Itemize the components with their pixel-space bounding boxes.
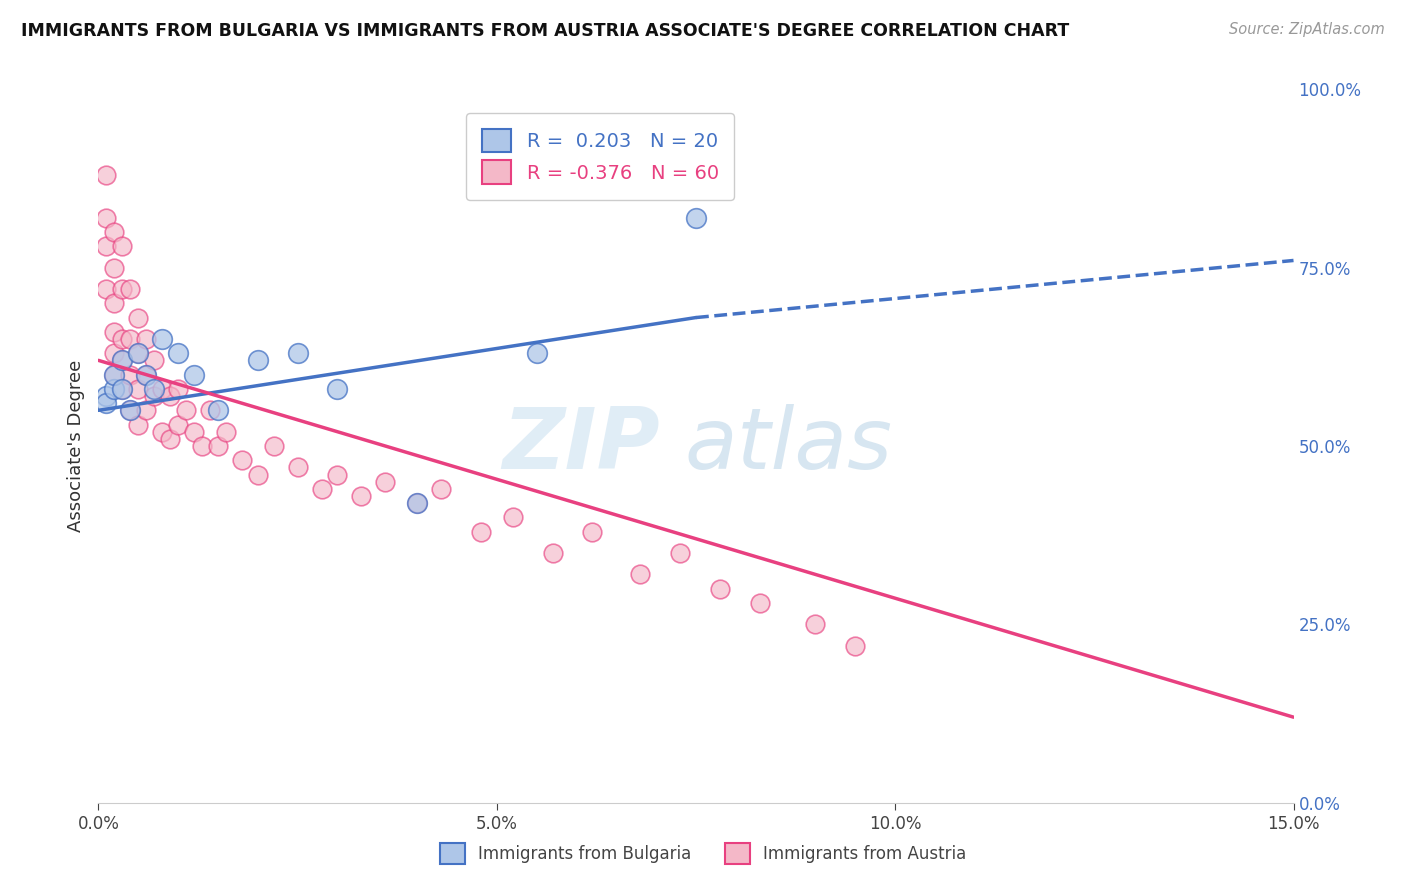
Point [207,403,229,417]
Point [127,346,149,360]
Point [103,382,125,396]
Point [143,389,166,403]
Point [111,282,134,296]
Point [96,211,118,225]
Point [263,439,285,453]
Point [120,282,142,296]
Point [470,524,492,539]
Text: atlas: atlas [685,404,891,488]
Point [103,346,125,360]
Point [246,353,269,368]
Point [159,389,181,403]
Point [111,353,134,368]
Point [844,639,866,653]
Point [96,168,118,182]
Point [430,482,453,496]
Point [127,382,149,396]
Point [96,389,118,403]
Point [150,382,173,396]
Point [159,432,181,446]
Point [167,346,190,360]
Point [96,396,118,410]
Point [183,425,205,439]
Point [174,403,197,417]
Point [287,346,309,360]
Point [374,475,396,489]
Point [669,546,692,560]
Point [111,353,134,368]
Point [135,332,157,346]
Point [120,332,142,346]
Point [96,282,118,296]
Point [326,382,349,396]
Point [111,382,134,396]
Point [406,496,429,510]
Point [167,382,190,396]
Point [135,368,157,382]
Point [150,425,173,439]
Point [685,211,707,225]
Point [127,417,149,432]
Point [804,617,827,632]
Point [103,260,125,275]
Point [127,346,149,360]
Point [541,546,564,560]
Point [406,496,429,510]
Point [120,368,142,382]
Point [143,353,166,368]
Point [150,332,173,346]
Point [183,368,205,382]
Point [111,382,134,396]
Point [326,467,349,482]
Point [526,346,548,360]
Point [628,567,651,582]
Point [191,439,214,453]
Point [231,453,253,467]
Point [96,239,118,253]
Text: ZIP: ZIP [502,404,661,488]
Point [111,332,134,346]
Point [143,382,166,396]
Point [748,596,770,610]
Point [103,225,125,239]
Point [127,310,149,325]
Point [581,524,603,539]
Point [103,368,125,382]
Point [120,403,142,417]
Point [350,489,373,503]
Y-axis label: Associate's Degree: Associate's Degree [66,359,84,533]
Point [198,403,221,417]
Point [246,467,269,482]
Point [135,403,157,417]
Point [215,425,238,439]
Point [103,368,125,382]
Legend: Immigrants from Bulgaria, Immigrants from Austria: Immigrants from Bulgaria, Immigrants fro… [433,837,973,871]
Point [120,403,142,417]
Point [111,239,134,253]
Point [311,482,333,496]
Point [103,325,125,339]
Point [709,582,731,596]
Text: Source: ZipAtlas.com: Source: ZipAtlas.com [1229,22,1385,37]
Text: IMMIGRANTS FROM BULGARIA VS IMMIGRANTS FROM AUSTRIA ASSOCIATE'S DEGREE CORRELATI: IMMIGRANTS FROM BULGARIA VS IMMIGRANTS F… [21,22,1070,40]
Point [135,368,157,382]
Point [103,296,125,310]
Point [207,439,229,453]
Point [167,417,190,432]
Point [502,510,524,524]
Point [287,460,309,475]
Legend: R =  0.203   N = 20, R = -0.376   N = 60: R = 0.203 N = 20, R = -0.376 N = 60 [467,113,734,200]
